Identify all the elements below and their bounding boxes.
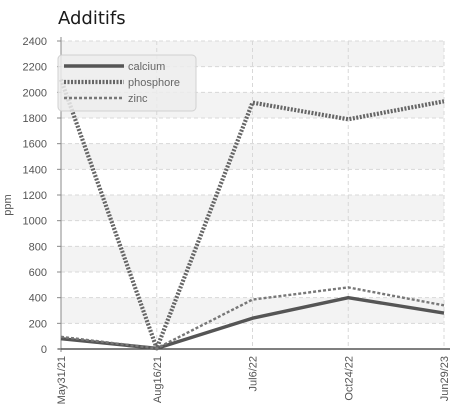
series-line-zinc	[60, 286, 445, 350]
y-tick-label: 1800	[23, 113, 47, 125]
legend-label-zinc: zinc	[128, 93, 148, 105]
x-tick-label: May31/21	[56, 356, 68, 404]
y-tick-labels: 0 200 400 600 800 1000 1200 1400 1600 1800 2000 220…	[23, 36, 47, 356]
y-tick-label: 1000	[23, 216, 47, 228]
y-tick-label: 800	[29, 241, 47, 253]
x-tick-label: Jun29/23	[439, 356, 451, 401]
y-tick-label: 200	[29, 318, 47, 330]
y-tick-label: 2000	[23, 87, 47, 99]
x-tick-label: Oct24/22	[343, 356, 355, 401]
y-tick-label: 1600	[23, 139, 47, 151]
y-tick-label: 0	[41, 344, 47, 356]
legend-label-calcium: calcium	[128, 61, 165, 73]
y-tick-label: 2200	[23, 62, 47, 74]
chart-title: Additifs	[58, 8, 126, 29]
series-line-calcium	[60, 295, 445, 351]
y-axis-label: ppm	[2, 194, 14, 215]
series-lines	[59, 78, 445, 351]
series-line-phosphore	[59, 78, 445, 351]
y-tick-label: 1400	[23, 164, 47, 176]
legend-box	[57, 54, 197, 112]
x-tick-label: Jul6/22	[248, 356, 260, 391]
y-tick-label: 2400	[23, 36, 47, 48]
y-tick-label: 1200	[23, 190, 47, 202]
legend-label-phosphore: phosphore	[128, 77, 180, 89]
legend: calcium phosphore zinc	[57, 54, 197, 112]
x-tick-label: Aug16/21	[152, 356, 164, 403]
x-tick-labels: May31/21 Aug16/21 Jul6/22 Oct24/22 Jun29/23	[56, 356, 451, 404]
y-tick-label: 600	[29, 267, 47, 279]
y-tick-label: 400	[29, 293, 47, 305]
